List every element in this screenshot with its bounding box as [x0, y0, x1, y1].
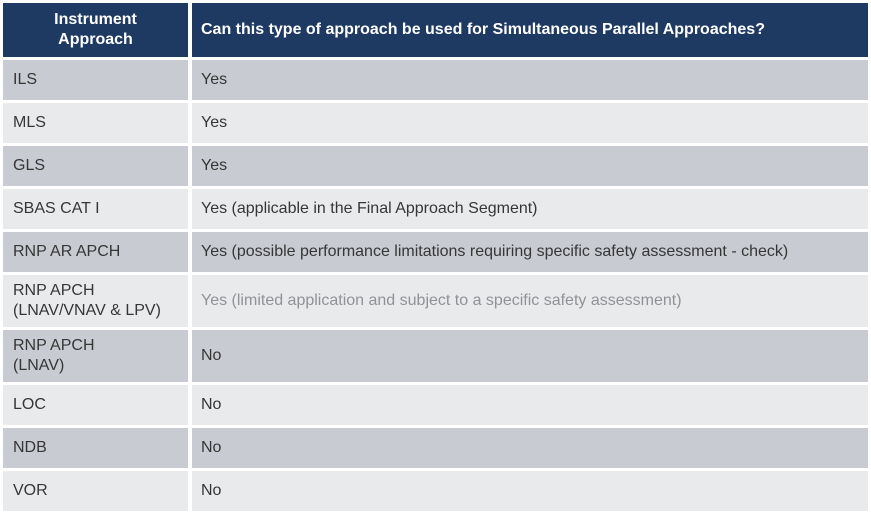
approach-cell: MLS: [3, 103, 188, 143]
table-row: VOR No: [3, 471, 868, 511]
approach-cell: ILS: [3, 60, 188, 100]
table-row: GLS Yes: [3, 146, 868, 186]
simultaneous-parallel-question-header: Can this type of approach be used for Si…: [192, 3, 868, 57]
table-row: RNP AR APCH Yes (possible performance li…: [3, 232, 868, 272]
answer-cell: No: [192, 471, 868, 511]
table-row: LOC No: [3, 385, 868, 425]
approach-cell: RNP APCH (LNAV): [3, 330, 188, 382]
answer-cell: Yes: [192, 103, 868, 143]
table-row: NDB No: [3, 428, 868, 468]
table-row: SBAS CAT I Yes (applicable in the Final …: [3, 189, 868, 229]
answer-cell: Yes: [192, 60, 868, 100]
approach-cell: NDB: [3, 428, 188, 468]
answer-cell: Yes (possible performance limitations re…: [192, 232, 868, 272]
table-row: MLS Yes: [3, 103, 868, 143]
table-row: ILS Yes: [3, 60, 868, 100]
answer-cell: Yes (applicable in the Final Approach Se…: [192, 189, 868, 229]
approach-cell: SBAS CAT I: [3, 189, 188, 229]
approach-cell: VOR: [3, 471, 188, 511]
answer-cell: No: [192, 428, 868, 468]
answer-cell: Yes (limited application and subject to …: [192, 275, 868, 327]
approach-cell: GLS: [3, 146, 188, 186]
table-row: RNP APCH (LNAV) No: [3, 330, 868, 382]
table-row: RNP APCH (LNAV/VNAV & LPV) Yes (limited …: [3, 275, 868, 327]
answer-cell: No: [192, 330, 868, 382]
instrument-approach-column-header: Instrument Approach: [3, 3, 188, 57]
approach-cell: RNP AR APCH: [3, 232, 188, 272]
header-row: Instrument Approach Can this type of app…: [3, 3, 868, 57]
answer-cell: No: [192, 385, 868, 425]
answer-cell: Yes: [192, 146, 868, 186]
approach-cell: LOC: [3, 385, 188, 425]
approach-cell: RNP APCH (LNAV/VNAV & LPV): [3, 275, 188, 327]
